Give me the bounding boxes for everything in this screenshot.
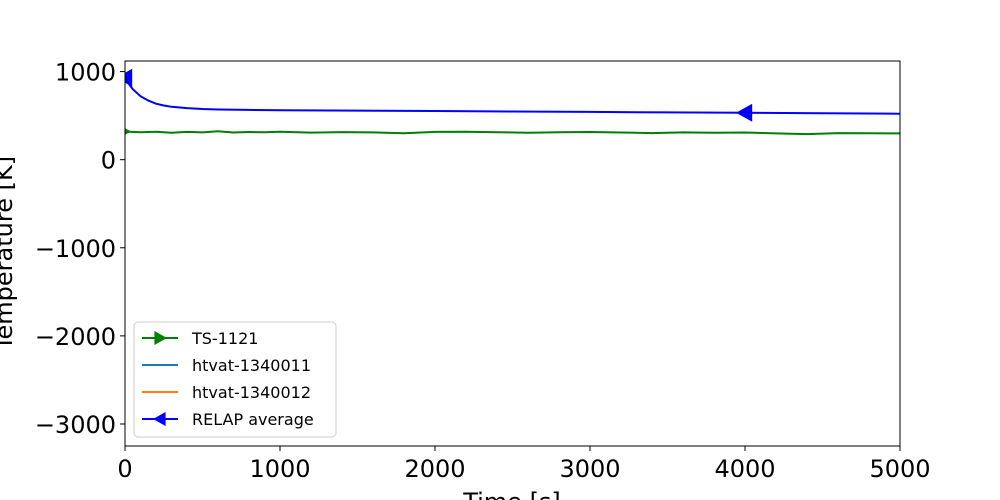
y-tick-label: −3000 bbox=[35, 411, 116, 439]
legend-marker bbox=[154, 331, 167, 345]
x-tick-label: 0 bbox=[117, 455, 132, 483]
legend-box bbox=[133, 321, 337, 438]
legend-marker bbox=[153, 412, 166, 426]
y-tick-label: −1000 bbox=[35, 235, 116, 263]
x-tick-label: 2000 bbox=[404, 455, 465, 483]
series-layer bbox=[125, 68, 900, 136]
series-marker bbox=[125, 128, 131, 135]
y-tick-label: 1000 bbox=[55, 59, 116, 87]
x-axis-ticks: 0 1000 2000 3000 4000 5000 bbox=[117, 446, 931, 483]
series-marker bbox=[736, 103, 753, 122]
series-marker bbox=[125, 68, 133, 87]
legend-label: htvat-1340012 bbox=[192, 383, 311, 402]
y-tick-label: −2000 bbox=[35, 323, 116, 351]
x-tick-label: 3000 bbox=[559, 455, 620, 483]
series-line-relap-average bbox=[125, 77, 900, 115]
y-axis-label: Temperature [K] bbox=[0, 156, 18, 351]
legend-label: htvat-1340011 bbox=[192, 356, 311, 375]
x-tick-label: 5000 bbox=[869, 455, 930, 483]
legend-label: TS-1121 bbox=[191, 329, 258, 348]
x-axis-label: Time [s] bbox=[462, 488, 561, 500]
x-tick-label: 4000 bbox=[714, 455, 775, 483]
plot-frame bbox=[124, 60, 901, 447]
plot-area bbox=[125, 68, 900, 136]
legend-label: RELAP average bbox=[192, 410, 314, 429]
y-axis-ticks: −3000 −2000 −1000 0 1000 bbox=[35, 59, 125, 439]
legend: TS-1121 htvat-1340011 htvat-1340012 RELAP a… bbox=[133, 321, 337, 438]
series-line-ts-1121 bbox=[125, 130, 900, 136]
y-tick-label: 0 bbox=[101, 147, 116, 175]
x-tick-label: 1000 bbox=[249, 455, 310, 483]
